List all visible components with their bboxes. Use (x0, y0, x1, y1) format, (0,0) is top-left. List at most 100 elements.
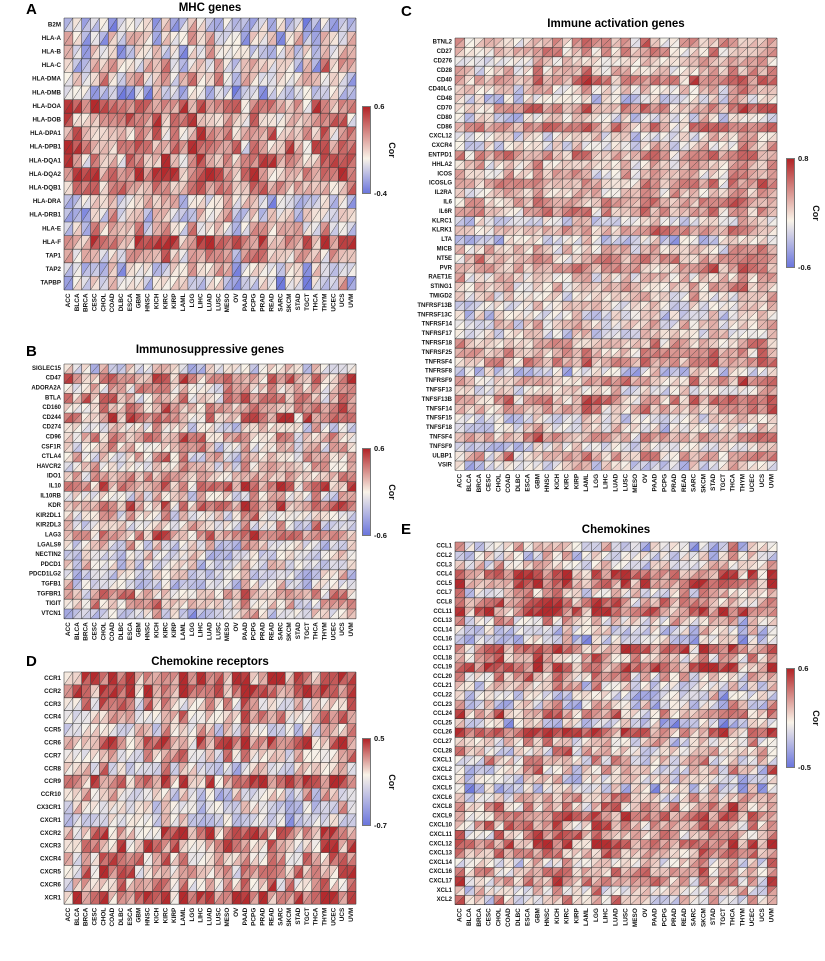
column-label: CHOL (100, 293, 107, 311)
column-label: ESCA (525, 908, 532, 926)
column-label: READ (268, 293, 275, 311)
colorbar-gradient (786, 158, 795, 268)
column-label: THCA (730, 474, 737, 492)
column-label: PAAD (242, 622, 249, 640)
column-label: SARC (277, 907, 284, 925)
row-label: CX3CR1 (37, 804, 62, 811)
colorbar-title: Cor (811, 710, 821, 726)
column-label: COAD (505, 908, 512, 927)
row-label: CXCL5 (432, 785, 452, 791)
column-label: LUSC (215, 622, 222, 640)
row-label: IL10 (49, 484, 62, 490)
row-label: KIR2DL1 (36, 513, 62, 519)
row-label: CXCR3 (40, 843, 62, 850)
row-label: TNFSF4 (429, 435, 452, 441)
row-label: CCL5 (436, 581, 452, 587)
column-label: ESCA (525, 474, 532, 492)
row-label: CXCL12 (429, 841, 453, 847)
column-label: LAML (583, 474, 590, 492)
column-label: READ (681, 908, 688, 926)
column-label: SARC (691, 908, 698, 926)
column-label: BLCA (466, 908, 473, 926)
panel-letter: A (26, 1, 37, 18)
column-label: SARC (277, 622, 284, 640)
colorbar-gradient (362, 106, 371, 194)
column-label: ESCA (127, 907, 134, 925)
colorbar-max-label: 0.5 (374, 734, 385, 743)
colorbar: 0.6 -0.4 Cor (362, 102, 402, 198)
row-label: CXCL10 (429, 823, 453, 829)
column-label: KIRC (564, 908, 571, 924)
row-label: CCL17 (433, 646, 453, 652)
column-label: UVM (348, 908, 355, 922)
column-label: BRCA (476, 908, 483, 927)
row-label: CXCR4 (432, 143, 453, 149)
row-label: HLA-DOA (32, 103, 61, 110)
row-label: CCR1 (44, 675, 61, 682)
colorbar: 0.8 -0.6 Cor (786, 154, 825, 272)
column-label: STAD (710, 908, 717, 925)
column-label: UCEC (749, 908, 756, 926)
column-label: SKCM (286, 622, 293, 641)
column-label: BRCA (83, 293, 90, 312)
column-label: UCS (339, 293, 346, 307)
column-label: ACC (456, 908, 463, 922)
row-label: LAG3 (45, 533, 62, 539)
column-label: UVM (348, 622, 355, 636)
column-label: SKCM (286, 294, 293, 313)
column-label: OV (642, 907, 649, 917)
column-label: UVM (348, 294, 355, 308)
row-label: TNFRSF13B (417, 303, 452, 309)
column-label: KICH (153, 622, 160, 638)
row-label: CCL22 (433, 692, 453, 698)
column-label: DLBC (118, 293, 125, 311)
row-label: STING1 (430, 284, 452, 290)
column-label: STAD (295, 293, 302, 310)
column-label: THCA (313, 907, 320, 925)
column-label: KIRP (573, 473, 580, 489)
row-label: CXCL17 (429, 878, 453, 884)
row-label: IL2RA (435, 190, 453, 196)
row-label: HLA-DPB1 (30, 144, 62, 151)
row-label: CCR9 (44, 778, 61, 785)
row-label: KLRK1 (432, 228, 453, 234)
column-label: LIHC (198, 622, 205, 637)
row-label: CD40 (437, 77, 453, 83)
row-label: CXCL6 (432, 795, 452, 801)
column-label: HNSC (544, 474, 551, 492)
row-label: HLA-DQA2 (29, 171, 62, 178)
row-label: CD80 (437, 115, 453, 121)
row-label: TAP2 (46, 266, 62, 273)
column-label: PRAD (260, 907, 267, 925)
row-label: ENTPD1 (428, 153, 452, 159)
row-label: CXCL13 (429, 851, 453, 857)
row-label: CCR5 (44, 727, 61, 734)
row-label: CD274 (42, 425, 61, 431)
column-label: BLCA (74, 907, 81, 925)
column-label: LIHC (198, 907, 205, 922)
column-label: LAML (180, 622, 187, 640)
column-label: UVM (769, 474, 776, 488)
row-label: CD28 (437, 68, 453, 74)
row-label: CXCR1 (40, 817, 62, 824)
row-label: CCL2 (436, 553, 452, 559)
panel-title: Chemokines (581, 524, 651, 536)
row-label: HLA-DMA (32, 76, 61, 83)
column-label: KICH (554, 908, 561, 924)
column-label: PCPG (251, 293, 258, 311)
row-label: XCR1 (44, 894, 61, 901)
panel-letter: C (401, 3, 412, 20)
row-label: TNFSF9 (429, 444, 452, 450)
column-label: GBM (136, 908, 143, 923)
row-label: XCL2 (437, 897, 453, 903)
row-label: TNFSF13B (422, 397, 453, 403)
row-label: HLA-DQB1 (29, 185, 62, 192)
column-label: CHOL (495, 908, 502, 926)
row-label: CXCR6 (40, 881, 62, 888)
column-label: PRAD (260, 622, 267, 640)
column-label: LGG (189, 908, 196, 922)
colorbar-min-label: -0.4 (374, 189, 387, 198)
column-label: PCPG (251, 622, 258, 640)
colorbar: 0.6 -0.5 Cor (786, 664, 825, 772)
column-label: THYM (322, 294, 329, 312)
